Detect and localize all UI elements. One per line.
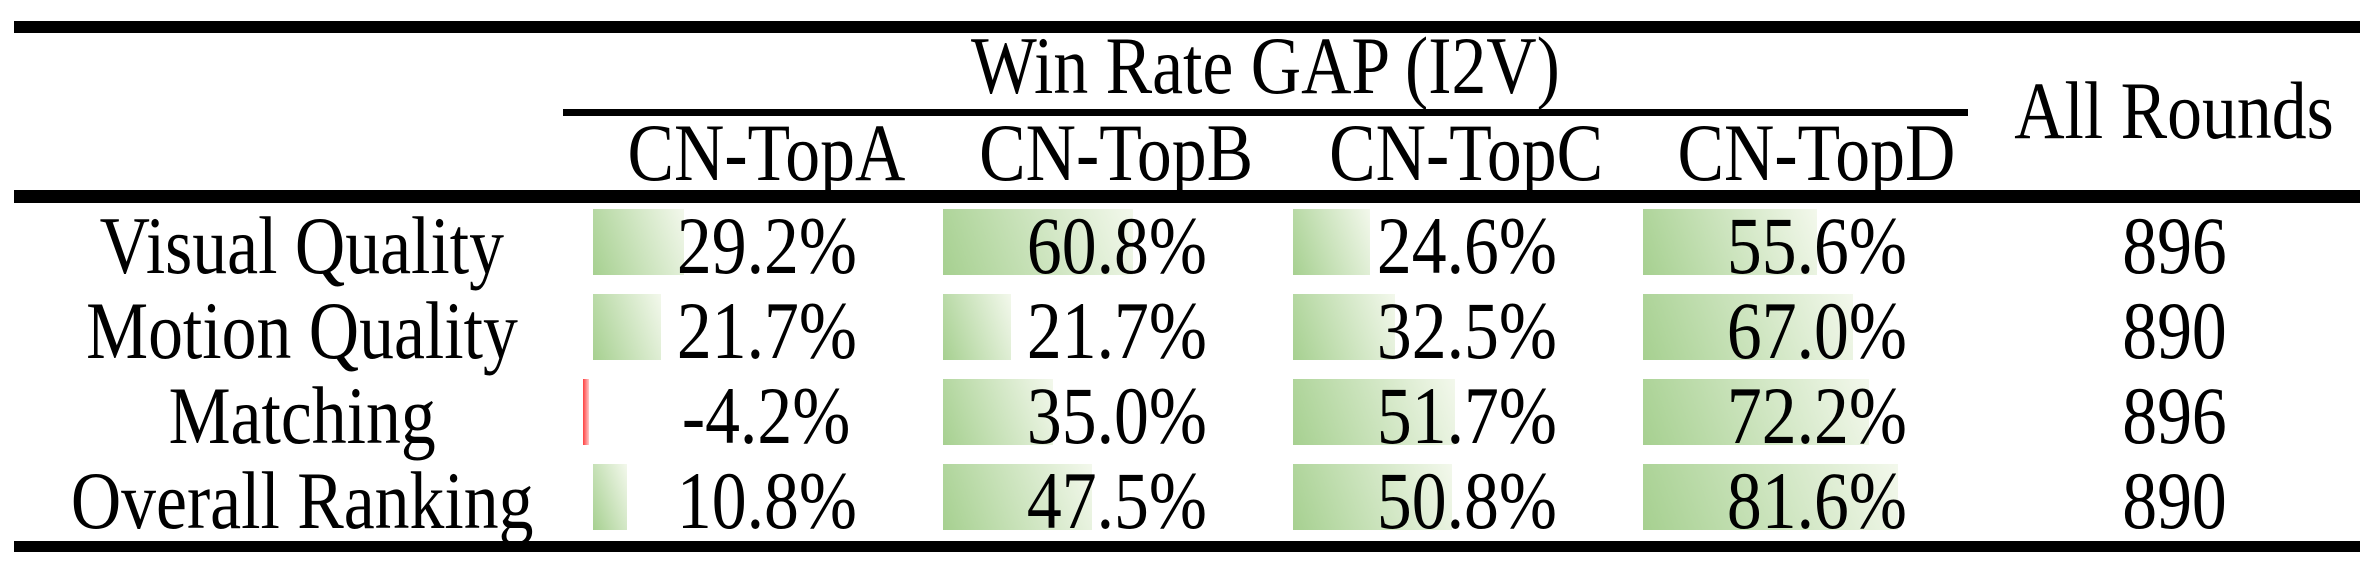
- data-bar: [1643, 294, 1853, 360]
- percent-value: 21.7%: [676, 285, 857, 376]
- data-bar: [593, 209, 684, 275]
- column-header-text: CN-TopB: [979, 107, 1254, 198]
- percent-value: 47.5%: [1026, 455, 1207, 546]
- all-rounds-value: 890: [2121, 455, 2227, 546]
- data-bar: [1643, 209, 1817, 275]
- row-label-text: Motion Quality: [86, 285, 518, 376]
- percent-value: 50.8%: [1376, 455, 1557, 546]
- table-title-text: Win Rate GAP (I2V): [971, 20, 1560, 111]
- percent-cell: 67.0%: [1643, 288, 1990, 373]
- row-label-motion-quality: Motion Quality: [14, 288, 590, 373]
- percent-value: 29.2%: [676, 200, 857, 291]
- table-title: Win Rate GAP (I2V): [563, 24, 1968, 108]
- column-header-cn-topb: CN-TopB: [943, 107, 1290, 198]
- percent-cell: 21.7%: [593, 288, 940, 373]
- row-label-text: Matching: [168, 370, 436, 461]
- table-row: Visual Quality 29.2% 60.8% 24.6% 55.6% 8…: [0, 203, 2374, 288]
- percent-value: 51.7%: [1376, 370, 1557, 461]
- all-rounds-cell: 896: [1986, 203, 2362, 288]
- data-bar: [943, 379, 1053, 445]
- data-bar: [593, 464, 627, 530]
- data-bar: [593, 294, 661, 360]
- data-bar: [1643, 379, 1869, 445]
- column-header-text: CN-TopA: [627, 107, 906, 198]
- percent-cell: 35.0%: [943, 373, 1290, 458]
- all-rounds-value: 890: [2121, 285, 2227, 376]
- header-separator-rule: [14, 190, 2360, 203]
- column-header-cn-topd: CN-TopD: [1643, 107, 1990, 198]
- data-bar: [943, 209, 1133, 275]
- all-rounds-column-header: All Rounds: [1986, 21, 2362, 201]
- data-bar: [1293, 209, 1370, 275]
- percent-value: 72.2%: [1726, 370, 1907, 461]
- all-rounds-cell: 890: [1986, 288, 2362, 373]
- data-bar: [1293, 294, 1395, 360]
- percent-value: 24.6%: [1376, 200, 1557, 291]
- percent-value: 10.8%: [676, 455, 857, 546]
- data-bar: [583, 379, 589, 445]
- all-rounds-cell: 890: [1986, 458, 2362, 543]
- percent-cell: 21.7%: [943, 288, 1290, 373]
- percent-cell: 47.5%: [943, 458, 1290, 543]
- column-header-text: CN-TopD: [1677, 107, 1956, 198]
- percent-cell: 72.2%: [1643, 373, 1990, 458]
- percent-cell: 51.7%: [1293, 373, 1640, 458]
- percent-cell: 32.5%: [1293, 288, 1640, 373]
- percent-value: 60.8%: [1026, 200, 1207, 291]
- percent-value: 35.0%: [1026, 370, 1207, 461]
- data-bar: [1643, 464, 1898, 530]
- percent-value: -4.2%: [682, 370, 851, 461]
- top-rule: [14, 21, 2360, 33]
- all-rounds-header-text: All Rounds: [2014, 65, 2334, 156]
- percent-cell: 50.8%: [1293, 458, 1640, 543]
- bottom-rule: [14, 541, 2360, 552]
- percent-value: 81.6%: [1726, 455, 1907, 546]
- data-bar: [1293, 379, 1455, 445]
- column-header-row: CN-TopA CN-TopB CN-TopC CN-TopD: [0, 107, 2374, 198]
- percent-value: 32.5%: [1376, 285, 1557, 376]
- table-row: Matching -4.2% 35.0% 51.7% 72.2% 896: [0, 373, 2374, 458]
- group-header-underline-rule: [563, 109, 1968, 116]
- percent-cell: 10.8%: [593, 458, 940, 543]
- table-row: Overall Ranking 10.8% 47.5% 50.8% 81.6% …: [0, 458, 2374, 543]
- row-label-overall-ranking: Overall Ranking: [14, 458, 590, 543]
- percent-cell: 24.6%: [1293, 203, 1640, 288]
- all-rounds-value: 896: [2121, 370, 2227, 461]
- percent-cell: 60.8%: [943, 203, 1290, 288]
- percent-value: 21.7%: [1026, 285, 1207, 376]
- percent-cell: 29.2%: [593, 203, 940, 288]
- percent-cell: 81.6%: [1643, 458, 1990, 543]
- row-label-matching: Matching: [14, 373, 590, 458]
- column-header-text: CN-TopC: [1329, 107, 1604, 198]
- column-header-cn-topa: CN-TopA: [593, 107, 940, 198]
- data-bar: [943, 294, 1011, 360]
- all-rounds-value: 896: [2121, 200, 2227, 291]
- all-rounds-cell: 896: [1986, 373, 2362, 458]
- data-bar: [1293, 464, 1452, 530]
- percent-cell: 55.6%: [1643, 203, 1990, 288]
- row-label-text: Overall Ranking: [70, 455, 534, 546]
- row-label-text: Visual Quality: [99, 200, 505, 291]
- percent-value: 67.0%: [1726, 285, 1907, 376]
- data-bar: [943, 464, 1092, 530]
- percent-value: 55.6%: [1726, 200, 1907, 291]
- column-header-cn-topc: CN-TopC: [1293, 107, 1640, 198]
- percent-cell: -4.2%: [583, 370, 940, 461]
- table-row: Motion Quality 21.7% 21.7% 32.5% 67.0% 8…: [0, 288, 2374, 373]
- row-label-visual-quality: Visual Quality: [14, 203, 590, 288]
